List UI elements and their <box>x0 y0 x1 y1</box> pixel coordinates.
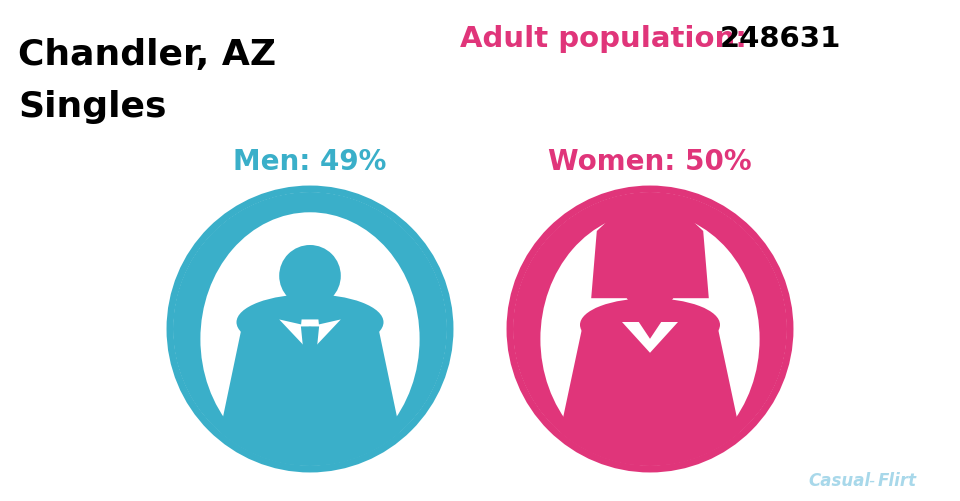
Text: Flirt: Flirt <box>878 471 917 489</box>
Bar <box>301 305 319 330</box>
Polygon shape <box>591 210 708 299</box>
Ellipse shape <box>620 240 680 313</box>
Polygon shape <box>279 320 310 345</box>
Ellipse shape <box>540 213 759 466</box>
Circle shape <box>510 189 790 469</box>
Text: Singles: Singles <box>18 90 166 124</box>
Circle shape <box>173 192 447 466</box>
Text: Men: 49%: Men: 49% <box>233 148 387 176</box>
Circle shape <box>279 245 341 307</box>
Text: Adult population:: Adult population: <box>460 25 757 53</box>
Circle shape <box>513 192 787 466</box>
Polygon shape <box>622 322 678 353</box>
Polygon shape <box>209 323 411 483</box>
Bar <box>641 313 659 334</box>
Polygon shape <box>310 320 341 345</box>
Text: -: - <box>868 471 874 489</box>
Text: 248631: 248631 <box>720 25 841 53</box>
Text: Women: 50%: Women: 50% <box>548 148 752 176</box>
Text: Casual: Casual <box>808 471 871 489</box>
Polygon shape <box>549 325 751 483</box>
Circle shape <box>170 189 450 469</box>
Ellipse shape <box>236 295 383 351</box>
Ellipse shape <box>201 213 420 466</box>
Polygon shape <box>300 327 319 380</box>
Ellipse shape <box>580 299 720 352</box>
Polygon shape <box>300 320 319 327</box>
Text: Chandler, AZ: Chandler, AZ <box>18 38 276 72</box>
